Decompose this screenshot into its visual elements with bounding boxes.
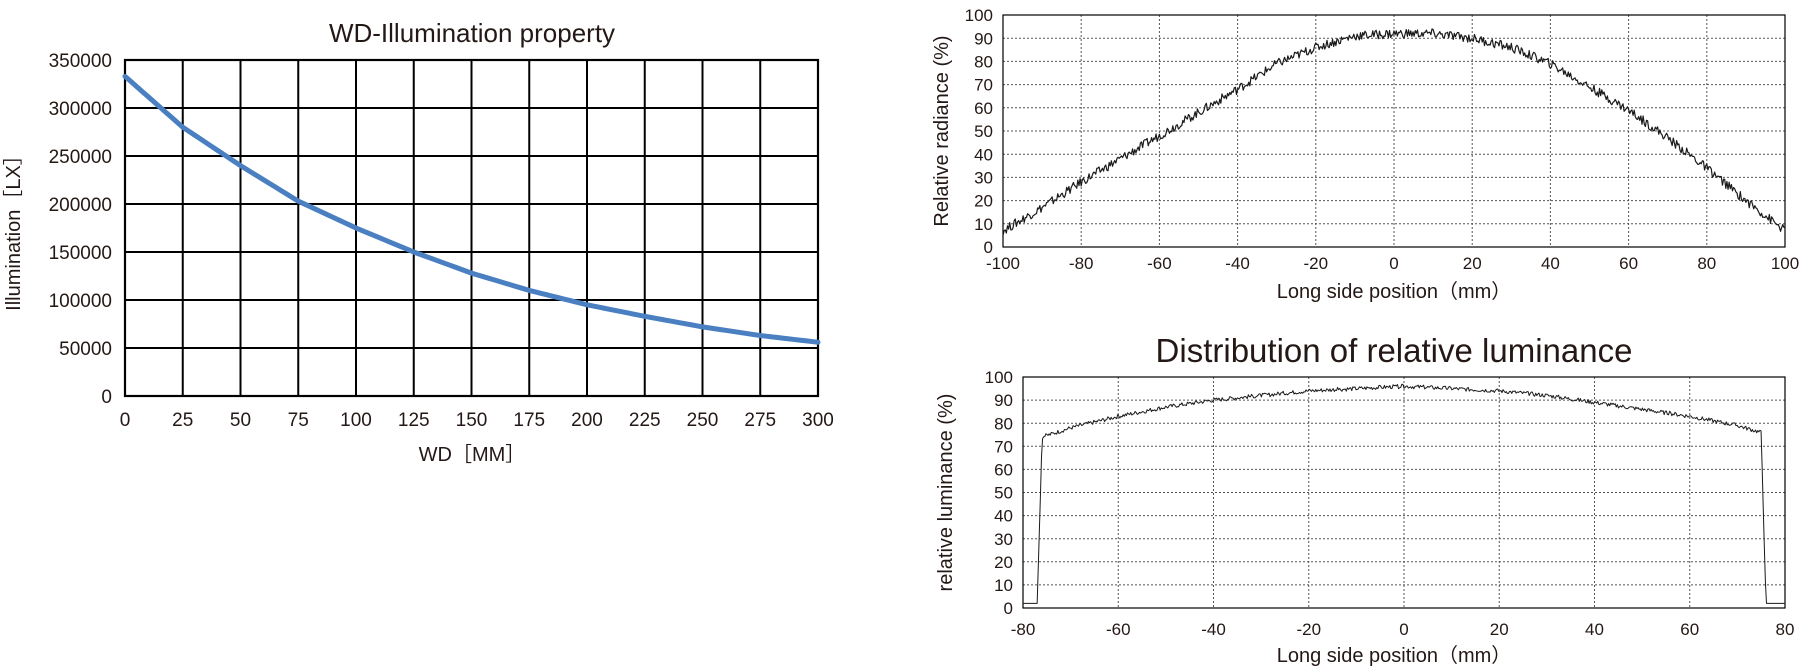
x-tick-label: 100 (340, 410, 372, 431)
x-tick-label: 225 (629, 410, 661, 431)
x-tick-label: -100 (986, 254, 1020, 273)
x-tick-label: 20 (1463, 254, 1482, 273)
x-tick-label: 150 (456, 410, 488, 431)
series-line (1002, 28, 1786, 236)
x-tick-label: -40 (1201, 620, 1226, 639)
y-tick-label: 50000 (59, 339, 112, 360)
x-tick-label: 175 (513, 410, 545, 431)
y-tick-label: 90 (974, 29, 993, 48)
x-tick-label: 75 (288, 410, 309, 431)
y-tick-label: 60 (974, 99, 993, 118)
y-tick-label: 80 (974, 53, 993, 72)
y-tick-label: 20 (974, 192, 993, 211)
plot-frame (1002, 14, 1786, 248)
y-tick-label: 150000 (49, 243, 112, 264)
x-tick-label: 0 (1399, 620, 1408, 639)
series-line (1022, 383, 1786, 604)
y-tick-label: 60 (994, 461, 1013, 480)
y-tick-label: 0 (1004, 599, 1013, 618)
y-tick-label: 50 (994, 484, 1013, 503)
relative-luminance-chart: Distribution of relative luminance -80 -60… (935, 332, 1794, 667)
y-axis-label: Relative radiance (%) (931, 35, 953, 226)
y-tick-label: 100 (965, 6, 993, 25)
x-tick-label: 50 (230, 410, 251, 431)
y-tick-label: 100 (985, 368, 1013, 387)
y-tick-label: 40 (974, 145, 993, 164)
x-tick-label: 25 (172, 410, 193, 431)
y-tick-label: 350000 (49, 51, 112, 72)
x-tick-label: -60 (1147, 254, 1172, 273)
y-tick-label: 80 (994, 414, 1013, 433)
x-tick-label: 100 (1771, 254, 1799, 273)
y-tick-label: 20 (994, 553, 1013, 572)
y-tick-label: 30 (994, 530, 1013, 549)
x-tick-label: 80 (1776, 620, 1795, 639)
x-tick-label: -80 (1069, 254, 1094, 273)
x-axis-label: Long side position（mm） (1277, 280, 1512, 303)
x-tick-label: 0 (120, 410, 131, 431)
series-line (122, 73, 821, 345)
y-tick-label: 300000 (49, 99, 112, 120)
x-tick-label: 200 (571, 410, 603, 431)
x-axis-label: Long side position（mm） (1277, 644, 1512, 667)
y-tick-label: 200000 (49, 195, 112, 216)
y-tick-label: 30 (974, 169, 993, 188)
x-tick-label: -40 (1225, 254, 1250, 273)
y-tick-label: 100000 (49, 291, 112, 312)
x-tick-label: 40 (1541, 254, 1560, 273)
y-tick-label: 50 (974, 122, 993, 141)
y-tick-label: 10 (994, 576, 1013, 595)
chart-title: Distribution of relative luminance (1156, 332, 1633, 369)
x-tick-label: 60 (1619, 254, 1638, 273)
x-tick-label: 20 (1490, 620, 1509, 639)
x-tick-label: -80 (1011, 620, 1036, 639)
y-axis-label: Illumination［LX］ (2, 145, 25, 311)
y-tick-label: 90 (994, 391, 1013, 410)
wd-illumination-chart: WD-Illumination property 0 25 50 75 100 125 150… (2, 18, 834, 466)
x-tick-label: 0 (1389, 254, 1398, 273)
relative-radiance-chart: -100 -80 -60 -40 -20 0 20 40 60 80 100 0 10 20 30 40 50 6… (931, 6, 1799, 303)
y-tick-label: 250000 (49, 147, 112, 168)
y-tick-label: 70 (994, 437, 1013, 456)
plot-frame (123, 58, 820, 398)
x-tick-label: -20 (1296, 620, 1321, 639)
x-tick-label: 300 (802, 410, 834, 431)
y-tick-label: 40 (994, 507, 1013, 526)
x-tick-label: 80 (1697, 254, 1716, 273)
x-tick-label: -20 (1304, 254, 1329, 273)
y-tick-label: 10 (974, 215, 993, 234)
y-tick-label: 0 (101, 387, 112, 408)
x-tick-label: -60 (1106, 620, 1131, 639)
y-axis-label: relative luminance (%) (935, 394, 957, 592)
x-tick-label: 40 (1585, 620, 1604, 639)
plot-frame (1022, 376, 1786, 609)
x-axis-label: WD［MM］ (419, 443, 526, 466)
x-tick-label: 275 (744, 410, 776, 431)
x-tick-label: 125 (398, 410, 430, 431)
x-tick-label: 250 (687, 410, 719, 431)
y-tick-label: 70 (974, 76, 993, 95)
x-tick-label: 60 (1680, 620, 1699, 639)
y-tick-label: 0 (984, 238, 993, 257)
chart-title: WD-Illumination property (329, 18, 615, 48)
